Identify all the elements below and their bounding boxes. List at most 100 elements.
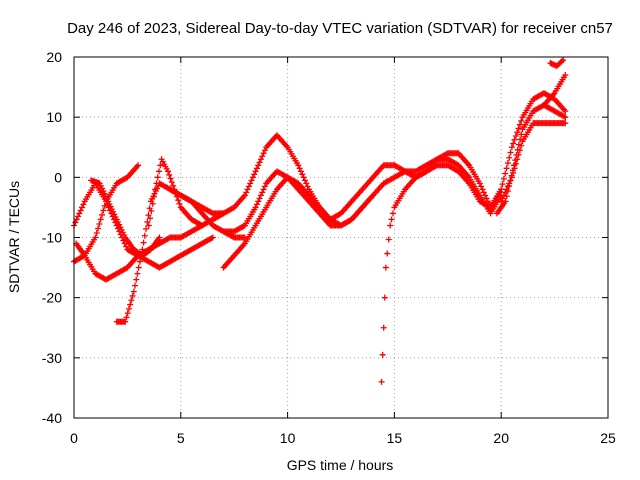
data-point xyxy=(385,236,392,243)
data-point xyxy=(136,258,143,265)
x-tick-label: 20 xyxy=(493,430,509,446)
data-point xyxy=(502,189,509,196)
data-point xyxy=(508,144,515,151)
data-point xyxy=(295,162,302,169)
data-point xyxy=(296,165,303,172)
data-point xyxy=(251,171,258,178)
data-point xyxy=(175,197,182,204)
data-point xyxy=(122,318,129,325)
series-track-15 xyxy=(547,57,567,70)
data-point xyxy=(255,198,262,205)
data-point xyxy=(148,208,155,215)
data-point xyxy=(260,186,267,193)
data-point xyxy=(384,250,391,257)
data-point xyxy=(80,201,87,208)
data-point xyxy=(92,234,99,241)
data-point xyxy=(479,186,486,193)
chart-title: Day 246 of 2023, Sidereal Day-to-day VTE… xyxy=(67,20,613,37)
y-tick-label: -20 xyxy=(42,290,62,306)
data-point xyxy=(72,219,79,226)
data-point xyxy=(260,150,267,157)
data-point xyxy=(301,177,308,184)
data-point xyxy=(97,216,104,223)
data-point xyxy=(257,156,264,163)
data-point xyxy=(514,156,521,163)
data-point xyxy=(476,180,483,187)
data-point xyxy=(259,189,266,196)
data-point xyxy=(243,189,250,196)
data-point xyxy=(562,108,569,115)
data-point xyxy=(297,168,304,175)
series-track-7 xyxy=(167,132,505,223)
data-point xyxy=(511,136,518,143)
data-point xyxy=(240,223,247,230)
data-point xyxy=(247,180,254,187)
data-point xyxy=(156,168,163,175)
data-point xyxy=(515,125,522,132)
data-point xyxy=(516,121,523,128)
data-point xyxy=(134,270,141,277)
data-point xyxy=(508,174,515,181)
y-tick-label: 10 xyxy=(46,109,62,125)
data-point xyxy=(261,147,268,154)
series-track-1 xyxy=(71,180,216,271)
data-point xyxy=(498,186,505,193)
data-point xyxy=(165,235,172,242)
data-point xyxy=(512,160,519,167)
data-point xyxy=(130,288,137,295)
data-point xyxy=(99,211,106,218)
data-point xyxy=(124,310,131,317)
data-point xyxy=(164,168,171,175)
data-point xyxy=(96,220,103,227)
data-point xyxy=(129,292,136,299)
series-track-11 xyxy=(487,90,569,211)
data-point xyxy=(300,174,307,181)
x-axis-label: GPS time / hours xyxy=(287,457,394,473)
series-track-4 xyxy=(88,177,163,259)
data-point xyxy=(259,153,266,160)
data-point xyxy=(503,193,510,200)
series-track-6 xyxy=(145,156,227,229)
data-point xyxy=(209,234,216,241)
y-tick-label: -10 xyxy=(42,230,62,246)
data-point xyxy=(299,171,306,178)
data-point xyxy=(145,222,152,229)
data-point xyxy=(514,129,521,136)
data-point xyxy=(510,169,517,176)
data-point xyxy=(138,252,145,259)
x-tick-label: 15 xyxy=(387,430,403,446)
data-point xyxy=(506,180,513,187)
data-point xyxy=(252,204,259,211)
data-points xyxy=(71,57,569,385)
data-point xyxy=(141,232,148,239)
data-point xyxy=(504,160,511,167)
data-point xyxy=(500,192,507,199)
data-point xyxy=(125,305,132,312)
data-point xyxy=(507,177,514,184)
data-point xyxy=(135,162,142,169)
data-point xyxy=(123,243,130,250)
data-point xyxy=(387,222,394,229)
series-track-12 xyxy=(493,102,569,217)
data-point xyxy=(518,117,525,124)
data-point xyxy=(432,157,439,164)
data-point xyxy=(154,174,161,181)
series-track-10 xyxy=(378,162,505,385)
data-point xyxy=(167,175,174,182)
data-point xyxy=(93,229,100,236)
x-tick-label: 25 xyxy=(600,430,616,446)
data-point xyxy=(432,163,439,170)
data-point xyxy=(253,201,260,208)
y-axis-label: SDTVAR / TECUs xyxy=(6,181,22,293)
data-point xyxy=(127,301,134,308)
data-point xyxy=(166,171,173,178)
data-point xyxy=(261,183,268,190)
x-tick-label: 5 xyxy=(177,430,185,446)
data-point xyxy=(510,140,517,147)
data-point xyxy=(95,225,102,232)
data-point xyxy=(518,142,525,149)
data-point xyxy=(170,182,177,189)
data-point xyxy=(482,192,489,199)
data-point xyxy=(150,193,157,200)
data-point xyxy=(245,183,252,190)
